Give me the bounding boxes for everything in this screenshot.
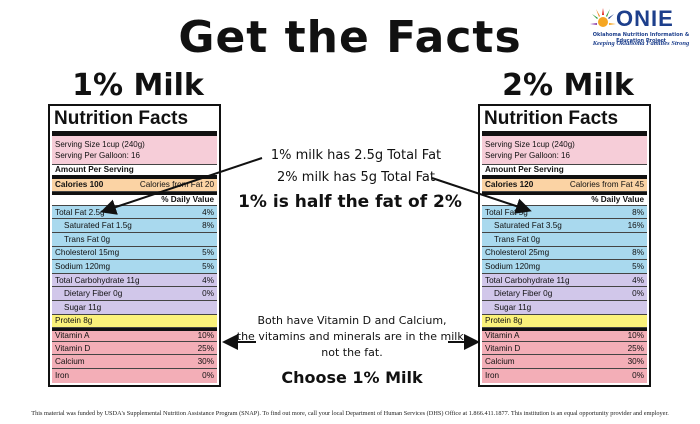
page-title: Get the Facts (178, 12, 522, 63)
calories-value: Calories 100 (55, 180, 104, 190)
total-fat: Total Fat 5g (485, 207, 528, 217)
serving-info: Serving Size 1cup (240g) Serving Per Gal… (52, 136, 217, 165)
label-title: Nutrition Facts (52, 108, 217, 136)
note-vitamins-line-3: not the fat. (321, 346, 383, 359)
calories-row: Calories 100 Calories from Fat 20 (52, 178, 217, 193)
total-fat: Total Fat 2.5g (55, 207, 105, 217)
note-two-percent-fat: 2% milk has 5g Total Fat (277, 170, 435, 185)
note-one-percent-fat: 1% milk has 2.5g Total Fat (270, 148, 442, 163)
saturated-fat-row: Saturated Fat 1.5g 8% (52, 219, 217, 233)
carbohydrate-row: Total Carbohydrate 11g 4% (52, 273, 217, 288)
vitamin-d-row: Vitamin D 25% (482, 341, 647, 356)
note-choose-one-percent: Choose 1% Milk (281, 368, 423, 387)
sugar-row: Sugar 11g (482, 300, 647, 315)
saturated-fat-row: Saturated Fat 3.5g 16% (482, 219, 647, 233)
calories-from-fat: Calories from Fat 45 (569, 180, 644, 190)
iron-row: Iron 0% (482, 368, 647, 383)
total-fat-row: Total Fat 5g 8% (482, 205, 647, 220)
fiber-row: Dietary Fiber 0g 0% (482, 287, 647, 301)
calcium-row: Calcium 30% (482, 355, 647, 369)
calories-value: Calories 120 (485, 180, 534, 190)
serving-info: Serving Size 1cup (240g) Serving Per Gal… (482, 136, 647, 165)
servings-per: Serving Per Galloon: 16 (485, 151, 570, 160)
cholesterol-row: Cholesterol 15mg 5% (52, 246, 217, 261)
vitamin-a-row: Vitamin A 10% (52, 328, 217, 342)
logo-word: ONIE (616, 6, 674, 31)
protein-row: Protein 8g (52, 314, 217, 329)
calcium-row: Calcium 30% (52, 355, 217, 369)
protein-row: Protein 8g (482, 314, 647, 329)
trans-fat-row: Trans Fat 0g (482, 232, 647, 247)
vitamin-d-row: Vitamin D 25% (52, 341, 217, 356)
label-title: Nutrition Facts (482, 108, 647, 136)
note-half-fat: 1% is half the fat of 2% (238, 192, 462, 212)
sodium-row: Sodium 120mg 5% (482, 260, 647, 274)
amount-per-serving: Amount Per Serving (52, 165, 217, 179)
sugar-row: Sugar 11g (52, 300, 217, 315)
calories-from-fat: Calories from Fat 20 (139, 180, 214, 190)
two-percent-heading: 2% Milk (502, 68, 634, 103)
iron-row: Iron 0% (52, 368, 217, 383)
nutrition-label-2-percent: Nutrition Facts Serving Size 1cup (240g)… (478, 104, 651, 387)
sunburst-icon (590, 8, 616, 27)
daily-value-header: % Daily Value (482, 192, 647, 206)
sodium-row: Sodium 120mg 5% (52, 260, 217, 274)
note-vitamins-line-1: Both have Vitamin D and Calcium, (257, 314, 447, 327)
total-fat-row: Total Fat 2.5g 4% (52, 205, 217, 220)
serving-size: Serving Size 1cup (240g) (485, 140, 575, 149)
logo-subtitle: Oklahoma Nutrition Information & Educati… (592, 32, 690, 44)
note-vitamins-line-2: the vitamins and minerals are in the mil… (236, 330, 468, 343)
one-percent-heading: 1% Milk (72, 68, 204, 103)
onie-logo: ONIE Oklahoma Nutrition Information & Ed… (586, 4, 696, 60)
logo-tagline: Keeping Oklahoma Families Strong (592, 40, 690, 47)
daily-value-header: % Daily Value (52, 192, 217, 206)
carbohydrate-row: Total Carbohydrate 11g 4% (482, 273, 647, 288)
fiber-row: Dietary Fiber 0g 0% (52, 287, 217, 301)
vitamin-a-row: Vitamin A 10% (482, 328, 647, 342)
calories-row: Calories 120 Calories from Fat 45 (482, 178, 647, 193)
nutrition-label-1-percent: Nutrition Facts Serving Size 1cup (240g)… (48, 104, 221, 387)
servings-per: Serving Per Galloon: 16 (55, 151, 140, 160)
amount-per-serving: Amount Per Serving (482, 165, 647, 179)
footer-disclaimer: This material was funded by USDA's Suppl… (31, 410, 669, 417)
trans-fat-row: Trans Fat 0g (52, 232, 217, 247)
cholesterol-row: Cholesterol 25mg 8% (482, 246, 647, 261)
serving-size: Serving Size 1cup (240g) (55, 140, 145, 149)
